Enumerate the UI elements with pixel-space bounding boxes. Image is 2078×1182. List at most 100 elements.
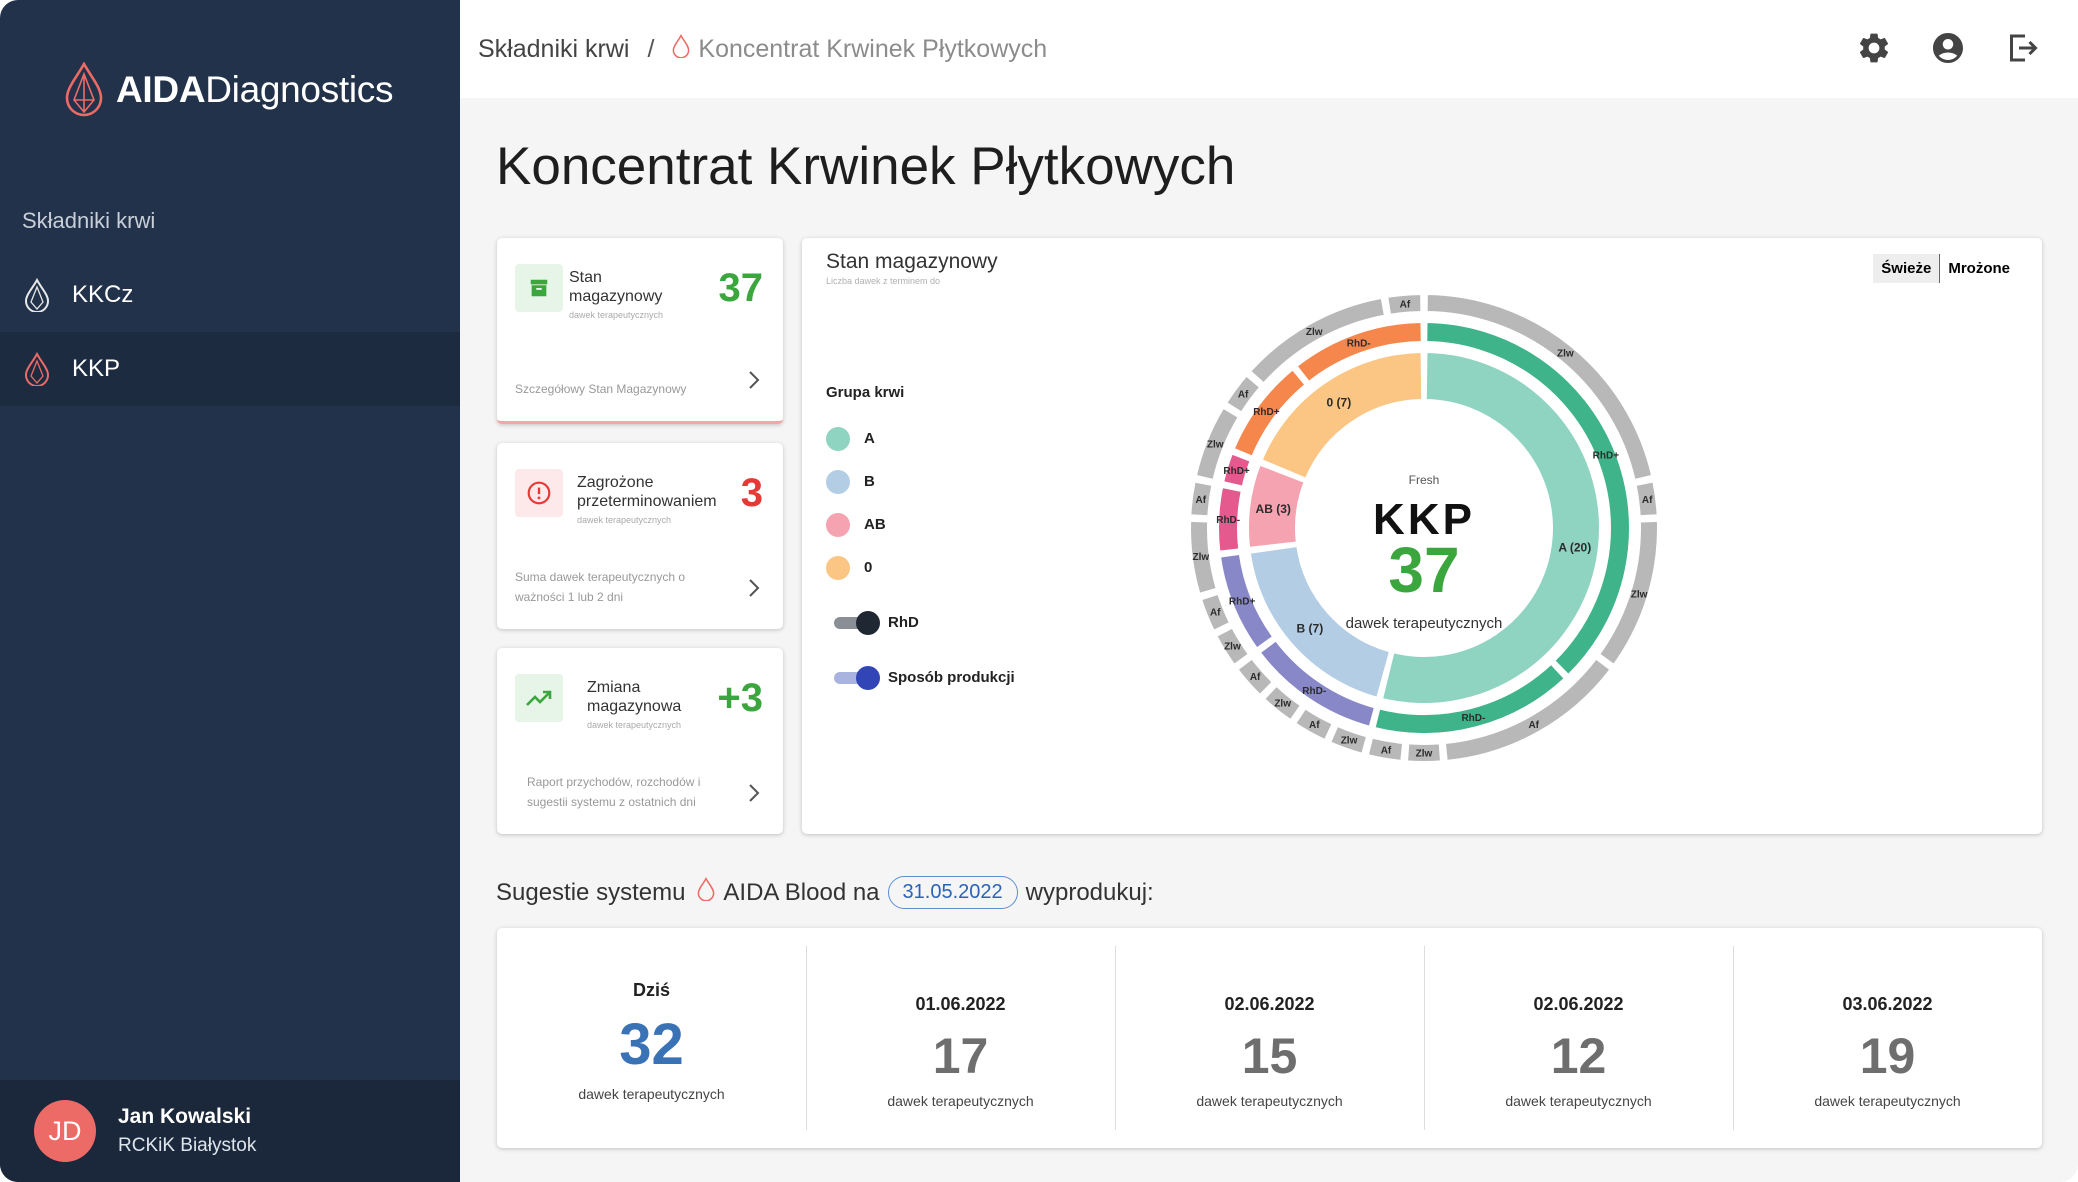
breadcrumb-current: Koncentrat Krwinek Płytkowych — [698, 34, 1048, 63]
production-method-label: Zlw — [1557, 348, 1574, 359]
production-method-segment[interactable] — [1215, 626, 1250, 666]
archive-icon — [515, 264, 563, 312]
production-method-segment[interactable] — [1443, 657, 1612, 762]
toggle-fresh[interactable]: Świeże — [1873, 254, 1941, 283]
sidebar-item-kkp[interactable]: KKP — [0, 332, 460, 406]
production-method-segment[interactable] — [1425, 293, 1654, 481]
rhd-segment[interactable] — [1425, 321, 1631, 676]
breadcrumb-parent[interactable]: Składniki krwi — [478, 34, 630, 63]
gear-icon[interactable] — [1856, 30, 1892, 66]
stock-change-card[interactable]: Zmiana magazynowa dawek terapeutycznych +… — [497, 648, 783, 834]
production-method-segment[interactable] — [1386, 293, 1423, 316]
suggestion-day[interactable]: Dziś 32 dawek terapeutycznych — [497, 928, 806, 1148]
suggestion-date: 02.06.2022 — [1224, 994, 1315, 1014]
suggestion-day[interactable]: 01.06.2022 17 dawek terapeutycznych — [806, 928, 1115, 1148]
toggle-frozen[interactable]: Mrożone — [1948, 260, 2010, 277]
chart-legend: Grupa krwi A B AB 0 RhD Sposób produkcji — [826, 384, 1015, 699]
chart-center-value: 37 — [1388, 534, 1459, 606]
chart-subtitle: Liczba dawek z terminem do — [826, 276, 941, 286]
production-method-segment[interactable] — [1406, 742, 1442, 763]
legend-dot — [826, 512, 850, 537]
production-method-segment[interactable] — [1294, 707, 1334, 742]
rhd-segment[interactable] — [1219, 552, 1275, 650]
suggestions-prefix: Sugestie systemu — [496, 878, 686, 906]
rhd-segment[interactable] — [1295, 321, 1423, 383]
logout-icon[interactable] — [2004, 30, 2040, 66]
suggestion-date: 01.06.2022 — [915, 994, 1006, 1014]
blood-group-segment[interactable] — [1260, 351, 1424, 480]
production-method-segment[interactable] — [1263, 684, 1302, 722]
production-method-segment[interactable] — [1189, 480, 1214, 518]
card-value: 3 — [740, 471, 763, 515]
chart-center-unit: dawek terapeutycznych — [1346, 615, 1503, 632]
production-method-label: Af — [1238, 390, 1249, 401]
production-method-segment[interactable] — [1236, 657, 1274, 696]
sidebar-item-label: KKCz — [72, 281, 134, 308]
rhd-segment[interactable] — [1217, 486, 1243, 553]
rhd-segment[interactable] — [1232, 368, 1307, 458]
stock-chart-card: Stan magazynowy Liczba dawek z terminem … — [802, 238, 2042, 834]
blood-group-label: 0 (7) — [1327, 395, 1352, 409]
stock-card[interactable]: Stan magazynowy dawek terapeutycznych 37 … — [497, 238, 783, 424]
suggestion-day[interactable]: 02.06.2022 12 dawek terapeutycznych — [1424, 928, 1733, 1148]
blood-group-segment[interactable] — [1381, 351, 1601, 705]
legend-item-ab[interactable]: AB — [826, 503, 1015, 546]
date-picker-chip[interactable]: 31.05.2022 — [887, 876, 1018, 909]
suggestions-card: Dziś 32 dawek terapeutycznych 01.06.2022… — [497, 928, 2042, 1148]
chevron-right-icon[interactable] — [747, 578, 761, 603]
rhd-switch[interactable] — [834, 610, 880, 635]
blood-group-segment[interactable] — [1247, 463, 1306, 549]
suggestion-day[interactable]: 02.06.2022 15 dawek terapeutycznych — [1115, 928, 1424, 1148]
production-method-switch[interactable] — [834, 665, 880, 690]
top-bar: Składniki krwi / Koncentrat Krwinek Płyt… — [460, 0, 2078, 98]
legend-item-b[interactable]: B — [826, 460, 1015, 503]
card-description: Szczegółowy Stan Magazynowy — [515, 382, 687, 396]
expiring-card[interactable]: Zagrożone przeterminowaniem dawek terapeu… — [497, 443, 783, 629]
production-method-switch-row: Sposób produkcji — [826, 656, 1015, 699]
user-org: RCKiK Białystok — [118, 1135, 257, 1156]
rhd-segment[interactable] — [1373, 662, 1566, 735]
production-method-segment[interactable] — [1189, 519, 1218, 595]
divider — [1733, 946, 1734, 1130]
production-method-segment[interactable] — [1225, 374, 1262, 414]
chevron-right-icon[interactable] — [747, 370, 761, 395]
production-method-segment[interactable] — [1598, 519, 1659, 666]
suggestion-value: 19 — [1859, 1028, 1916, 1084]
user-panel[interactable]: JD Jan Kowalski RCKiK Białystok — [0, 1080, 460, 1182]
production-method-segment[interactable] — [1634, 480, 1659, 518]
legend-item-0[interactable]: 0 — [826, 546, 1015, 589]
blood-group-segment[interactable] — [1248, 545, 1392, 699]
divider — [806, 946, 807, 1130]
account-icon[interactable] — [1930, 30, 1966, 66]
user-info: Jan Kowalski RCKiK Białystok — [118, 1105, 256, 1157]
sidebar-item-kkcz[interactable]: KKCz — [0, 258, 460, 332]
production-method-label: Af — [1528, 720, 1539, 731]
production-method-label: Af — [1250, 672, 1261, 683]
suggestions-heading: Sugestie systemu AIDA Blood na 31.05.202… — [496, 876, 1154, 909]
suggestion-day[interactable]: 03.06.2022 19 dawek terapeutycznych — [1733, 928, 2042, 1148]
blood-group-label: A (20) — [1558, 541, 1591, 555]
user-name: Jan Kowalski — [118, 1105, 252, 1128]
suggestion-date: Dziś — [632, 980, 670, 1000]
card-subtitle: dawek terapeutycznych — [587, 720, 682, 730]
avatar[interactable]: JD — [34, 1100, 96, 1162]
legend-item-a[interactable]: A — [826, 417, 1015, 460]
card-description: Raport przychodów, rozchodów i sugestii … — [527, 775, 701, 809]
production-method-switch-label: Sposób produkcji — [888, 669, 1015, 686]
production-method-segment[interactable] — [1194, 406, 1240, 481]
legend-label: 0 — [864, 559, 873, 576]
card-title: Zmiana magazynowa — [587, 679, 682, 715]
rhd-segment[interactable] — [1222, 452, 1252, 488]
rhd-segment[interactable] — [1258, 639, 1376, 728]
production-method-segment[interactable] — [1249, 296, 1386, 385]
production-method-segment[interactable] — [1200, 592, 1231, 632]
rhd-label: RhD+ — [1223, 466, 1250, 477]
rhd-label: RhD+ — [1253, 407, 1280, 418]
production-method-segment[interactable] — [1366, 736, 1405, 762]
chevron-right-icon[interactable] — [747, 783, 761, 808]
production-method-label: Af — [1642, 495, 1653, 506]
app-logo[interactable]: AIDADiagnostics — [64, 62, 394, 118]
rhd-label: RhD+ — [1229, 597, 1256, 608]
production-method-segment[interactable] — [1329, 724, 1369, 755]
suggestion-unit: dawek terapeutycznych — [578, 1086, 725, 1102]
